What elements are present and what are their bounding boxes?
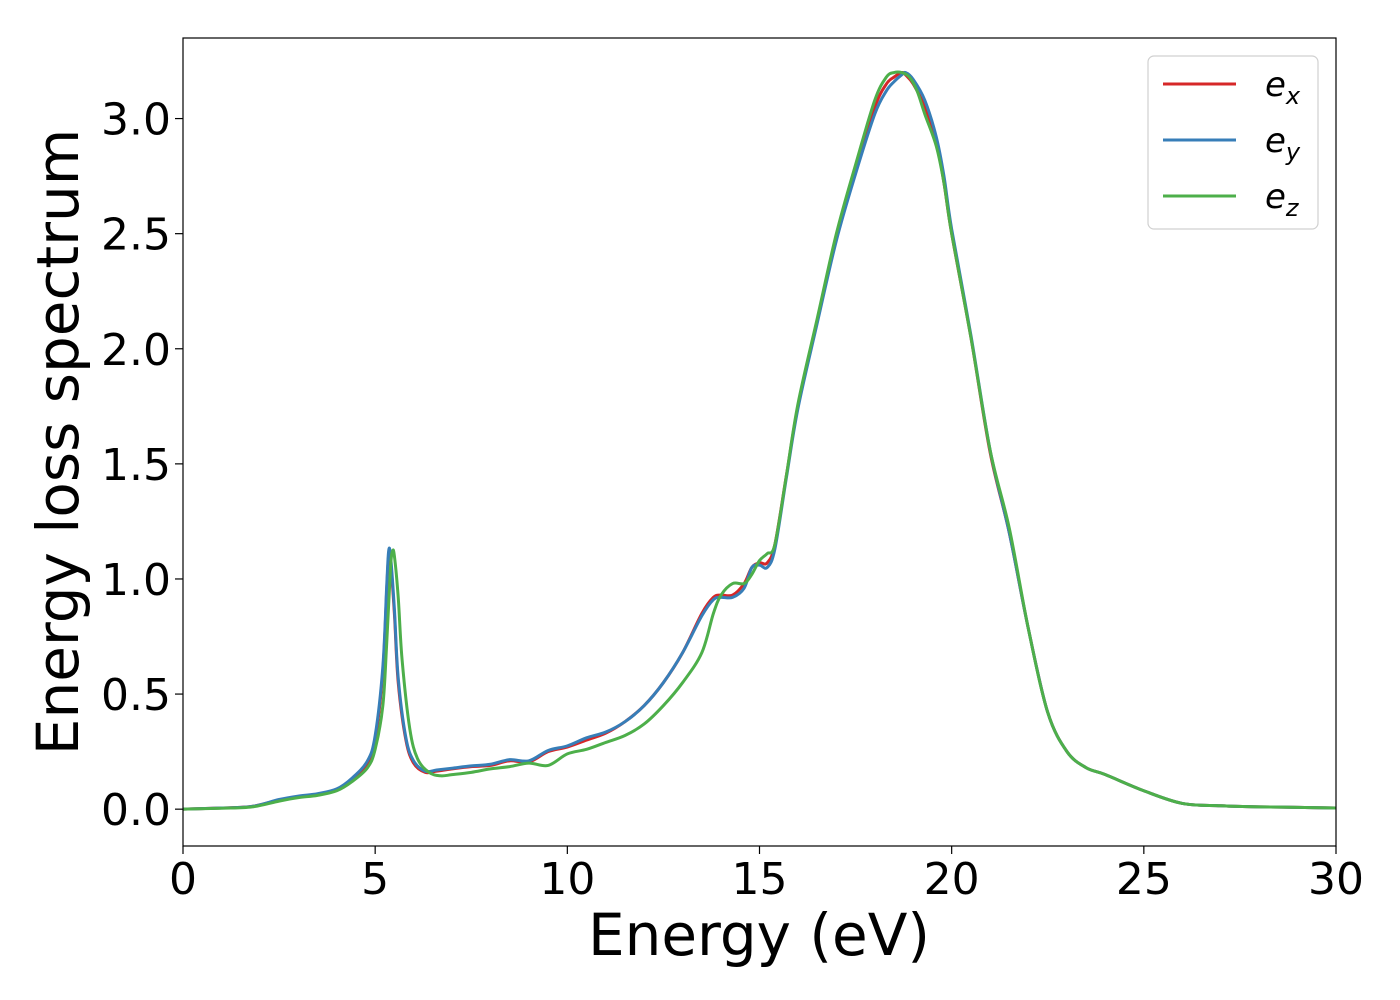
y-tick-label: 0.5 xyxy=(101,670,171,721)
x-tick-label: 5 xyxy=(361,854,389,905)
y-tick-label: 1.0 xyxy=(101,555,171,606)
x-tick-label: 15 xyxy=(732,854,788,905)
x-tick-label: 25 xyxy=(1116,854,1172,905)
y-axis-label: Energy loss spectrum xyxy=(24,129,92,755)
y-axis-ticks: 0.0 0.5 1.0 1.5 2.0 2.5 3.0 xyxy=(101,95,183,836)
series-lines xyxy=(183,70,1336,811)
y-tick-label: 0.0 xyxy=(101,785,171,836)
series-line-ez xyxy=(183,70,1336,811)
x-tick-label: 20 xyxy=(924,854,980,905)
x-tick-label: 0 xyxy=(169,854,197,905)
y-tick-label: 1.5 xyxy=(101,440,171,491)
legend-box xyxy=(1147,55,1319,230)
plot-area xyxy=(182,37,1337,847)
y-tick-label: 2.5 xyxy=(101,210,171,261)
x-axis-ticks: 0 5 10 15 20 25 30 xyxy=(169,846,1364,905)
x-tick-label: 30 xyxy=(1308,854,1364,905)
x-axis-label: Energy (eV) xyxy=(588,901,930,969)
x-tick-label: 10 xyxy=(539,854,595,905)
y-tick-label: 3.0 xyxy=(101,95,171,146)
y-tick-label: 2.0 xyxy=(101,325,171,376)
